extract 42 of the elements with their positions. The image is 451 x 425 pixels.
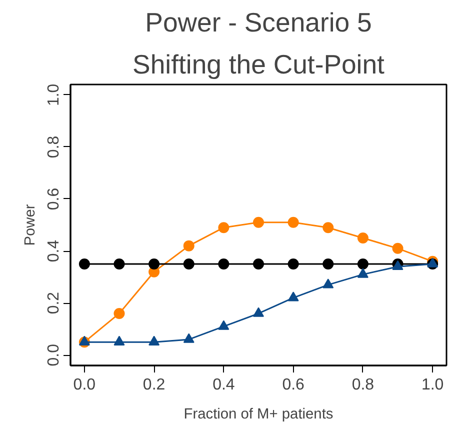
point bbox=[218, 222, 230, 234]
point bbox=[78, 258, 90, 270]
point bbox=[322, 222, 334, 234]
chart-title: Power - Scenario 5 bbox=[145, 8, 372, 38]
point bbox=[148, 258, 160, 270]
point bbox=[183, 258, 194, 270]
point bbox=[218, 320, 230, 330]
point bbox=[288, 292, 299, 302]
point bbox=[114, 258, 125, 270]
point bbox=[288, 258, 299, 270]
point bbox=[114, 336, 125, 346]
y-tick-label: 0.0 bbox=[46, 344, 62, 366]
x-tick-label: 0.6 bbox=[282, 376, 305, 394]
chart-subtitle: Shifting the Cut-Point bbox=[132, 50, 386, 80]
y-axis-title: Power bbox=[22, 204, 38, 246]
point bbox=[288, 216, 299, 228]
x-tick-label: 0.2 bbox=[142, 376, 166, 394]
point bbox=[253, 258, 264, 270]
x-axis-title: Fraction of M+ patients bbox=[184, 406, 334, 422]
x-tick-label: 0.0 bbox=[73, 376, 96, 394]
point bbox=[357, 258, 368, 270]
point bbox=[253, 307, 264, 317]
point bbox=[183, 333, 194, 343]
point bbox=[114, 308, 125, 319]
x-tick-label: 1.0 bbox=[421, 376, 444, 394]
x-tick-label: 0.8 bbox=[352, 376, 374, 394]
y-tick-label: 0.6 bbox=[46, 188, 62, 210]
point bbox=[392, 242, 404, 254]
point bbox=[148, 336, 160, 346]
y-tick-label: 0.2 bbox=[46, 292, 62, 314]
point bbox=[322, 278, 334, 288]
y-tick-label: 1.0 bbox=[46, 84, 62, 106]
point bbox=[357, 232, 368, 244]
point bbox=[357, 268, 368, 278]
point bbox=[253, 216, 264, 228]
y-tick-label: 0.4 bbox=[46, 240, 62, 262]
y-tick-label: 0.8 bbox=[46, 136, 62, 158]
point bbox=[78, 336, 90, 346]
point bbox=[322, 258, 334, 270]
x-tick-label: 0.4 bbox=[212, 376, 235, 394]
point bbox=[183, 240, 194, 252]
point bbox=[218, 258, 230, 270]
